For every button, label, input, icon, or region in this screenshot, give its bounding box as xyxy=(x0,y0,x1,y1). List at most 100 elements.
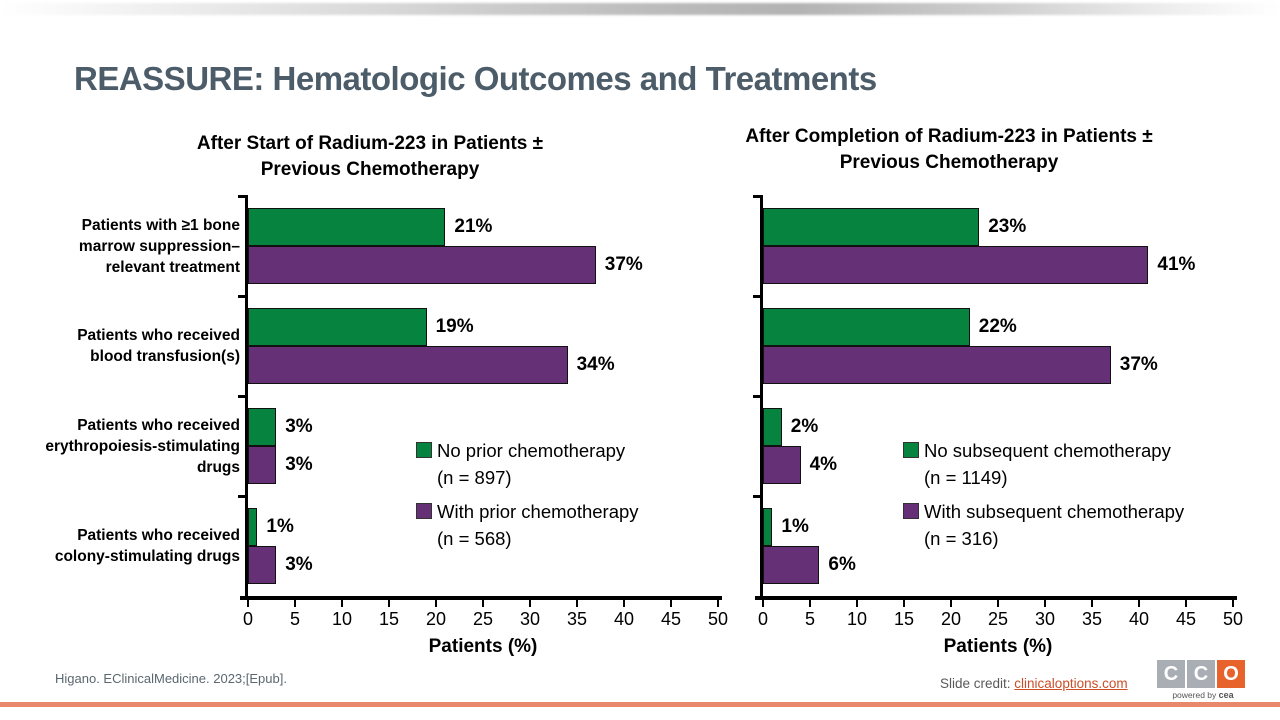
y-axis-tick xyxy=(753,295,763,298)
x-axis-tick xyxy=(575,600,579,607)
y-axis-line xyxy=(245,196,248,599)
purple-bar xyxy=(248,246,596,284)
x-axis-tick xyxy=(293,600,297,607)
legend-entry: No prior chemotherapy (n = 897) xyxy=(416,437,639,491)
y-axis-tick xyxy=(238,495,248,498)
category-label: Patients who received erythropoiesis-sti… xyxy=(45,416,240,476)
x-axis-tick xyxy=(716,600,720,607)
x-tick-label: 40 xyxy=(613,609,635,629)
x-tick-label: 45 xyxy=(1175,609,1197,629)
x-axis-tick xyxy=(855,600,859,607)
purple-bar xyxy=(248,446,277,484)
legend: No subsequent chemotherapy (n = 1149) With… xyxy=(903,437,1184,559)
x-axis-tick xyxy=(1184,600,1188,607)
slide-credit: Slide credit: clinicaloptions.com xyxy=(940,676,1128,691)
category-label: Patients who received blood transfusion(… xyxy=(77,327,240,365)
green-bar xyxy=(763,208,980,246)
x-tick-label: 25 xyxy=(987,609,1009,629)
purple-bar xyxy=(248,546,277,584)
x-axis-title: Patients (%) xyxy=(943,636,1053,657)
credit-label: Slide credit: xyxy=(940,676,1015,691)
x-tick-label: 15 xyxy=(893,609,915,629)
bar-value-label: 6% xyxy=(828,554,856,575)
cco-logo: C C O powered by cea xyxy=(1157,660,1249,700)
x-axis-tick xyxy=(669,600,673,607)
bar-value-label: 37% xyxy=(1119,354,1158,375)
x-tick-label: 20 xyxy=(940,609,962,629)
x-tick-label: 50 xyxy=(707,609,729,629)
legend-series-n: (n = 897) xyxy=(437,467,512,488)
bar-value-label: 23% xyxy=(988,216,1027,237)
x-axis-tick xyxy=(761,600,765,607)
legend-series-n: (n = 316) xyxy=(924,528,999,549)
y-axis-tick xyxy=(238,195,248,198)
bar-value-label: 21% xyxy=(454,216,493,237)
x-tick-label: 35 xyxy=(566,609,588,629)
green-legend-swatch xyxy=(903,442,919,458)
green-legend-swatch xyxy=(416,442,432,458)
purple-bar xyxy=(248,346,568,384)
green-bar xyxy=(248,508,258,546)
y-axis-tick xyxy=(238,395,248,398)
logo-tile-c2: C xyxy=(1187,660,1215,688)
bar-value-label: 37% xyxy=(604,254,643,275)
legend-series-name: No subsequent chemotherapy xyxy=(924,440,1171,461)
bar-value-label: 34% xyxy=(576,354,615,375)
x-tick-label: 10 xyxy=(331,609,353,629)
purple-bar xyxy=(763,446,801,484)
legend-text: No prior chemotherapy (n = 897) xyxy=(437,437,625,491)
x-tick-label: 0 xyxy=(757,609,769,629)
category-label: Patients with ≥1 bone marrow suppression… xyxy=(78,216,240,276)
x-tick-label: 0 xyxy=(242,609,254,629)
bar-value-label: 1% xyxy=(781,516,809,537)
x-tick-label: 30 xyxy=(519,609,541,629)
logo-tile-o: O xyxy=(1217,660,1245,688)
top-shadow-band xyxy=(0,3,1280,15)
x-axis-tick xyxy=(902,600,906,607)
purple-bar xyxy=(763,246,1149,284)
purple-bar xyxy=(763,346,1111,384)
legend-series-name: With prior chemotherapy xyxy=(437,501,639,522)
legend-text: With subsequent chemotherapy (n = 316) xyxy=(924,498,1184,552)
x-axis-tick xyxy=(949,600,953,607)
y-axis-tick xyxy=(753,195,763,198)
x-axis-tick xyxy=(1043,600,1047,607)
y-axis-tick xyxy=(238,295,248,298)
green-bar xyxy=(763,308,970,346)
x-axis-tick xyxy=(622,600,626,607)
y-axis-tick xyxy=(753,395,763,398)
purple-bar xyxy=(763,546,820,584)
purple-legend-swatch xyxy=(416,503,432,519)
x-axis-tick xyxy=(387,600,391,607)
purple-legend-swatch xyxy=(903,503,919,519)
x-axis-tick xyxy=(996,600,1000,607)
credit-link[interactable]: clinicaloptions.com xyxy=(1014,676,1128,691)
green-bar xyxy=(248,208,446,246)
legend-series-name: No prior chemotherapy xyxy=(437,440,626,461)
x-axis-tick xyxy=(1231,600,1235,607)
x-tick-label: 30 xyxy=(1034,609,1056,629)
x-tick-label: 5 xyxy=(289,609,301,629)
category-label: Patients who received colony-stimulating… xyxy=(54,527,240,565)
logo-tagline: powered by cea xyxy=(1172,690,1234,700)
x-axis-tick xyxy=(808,600,812,607)
x-tick-label: 50 xyxy=(1222,609,1244,629)
bar-value-label: 22% xyxy=(978,316,1017,337)
legend-series-name: With subsequent chemotherapy xyxy=(924,501,1185,522)
legend-entry: With prior chemotherapy (n = 568) xyxy=(416,498,639,552)
x-tick-label: 40 xyxy=(1128,609,1150,629)
x-tick-label: 15 xyxy=(378,609,400,629)
x-axis-line xyxy=(755,596,1237,600)
x-tick-label: 45 xyxy=(660,609,682,629)
bottom-accent-bar xyxy=(0,702,1280,707)
bar-value-label: 4% xyxy=(809,454,838,475)
slide-title: REASSURE: Hematologic Outcomes and Treat… xyxy=(74,60,877,97)
green-bar xyxy=(763,508,773,546)
logo-tile-c1: C xyxy=(1157,660,1185,688)
y-axis-tick xyxy=(753,495,763,498)
legend-series-n: (n = 568) xyxy=(437,528,512,549)
bar-value-label: 1% xyxy=(266,516,294,537)
x-axis-tick xyxy=(1090,600,1094,607)
x-tick-label: 5 xyxy=(804,609,816,629)
